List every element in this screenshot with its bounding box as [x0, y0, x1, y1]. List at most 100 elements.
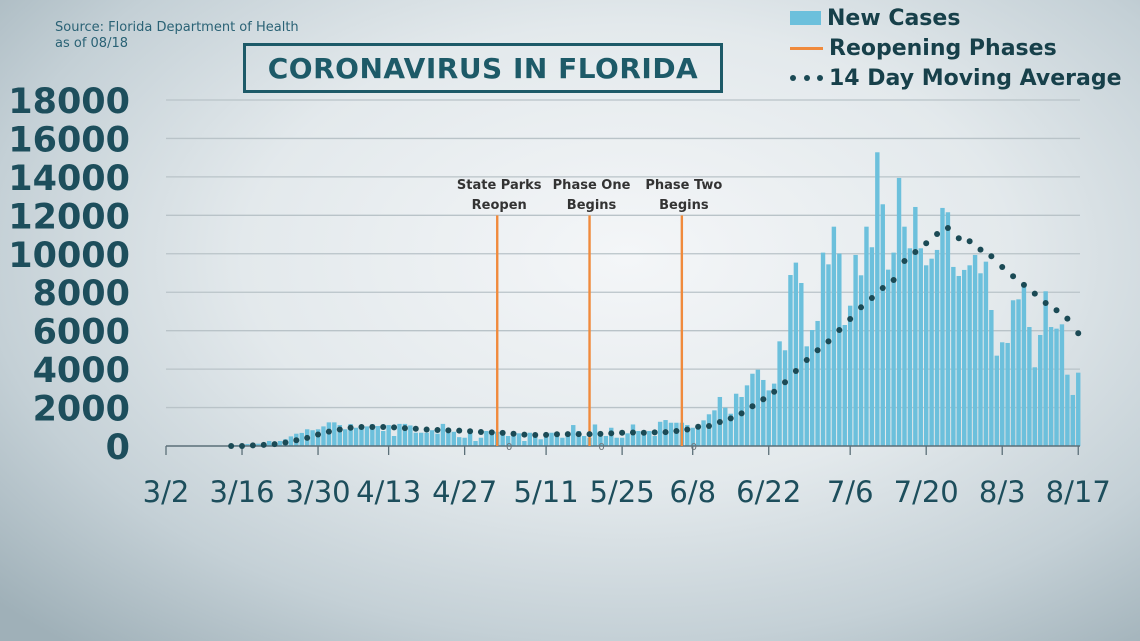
bar-new-cases — [419, 432, 424, 446]
bar-new-cases — [516, 433, 522, 446]
bar-new-cases — [853, 254, 858, 446]
moving-average-dot — [868, 294, 875, 301]
bar-new-cases — [847, 305, 853, 446]
bar-new-cases — [674, 422, 679, 446]
moving-average-dot — [782, 379, 789, 386]
bar-new-cases — [609, 427, 614, 446]
bar-new-cases — [820, 252, 826, 446]
bar-new-cases — [457, 437, 462, 446]
bar-new-cases — [538, 439, 543, 446]
x-tick-label: 7/6 — [827, 475, 874, 509]
moving-average-dot — [260, 441, 267, 448]
x-tick-label: 3/2 — [143, 475, 190, 509]
source-note: Source: Florida Department of Health as … — [55, 20, 299, 52]
phase-label: Reopen — [472, 198, 527, 213]
bar-new-cases — [549, 432, 554, 446]
bar-new-cases — [1021, 283, 1027, 446]
phase-label: State Parks — [457, 178, 542, 193]
moving-average-dot — [923, 240, 930, 247]
y-tick-label: 10000 — [8, 236, 130, 276]
legend-item-moving-average: 14 Day Moving Average — [790, 63, 1122, 93]
bar-new-cases — [543, 436, 549, 446]
bar-new-cases — [956, 275, 961, 446]
bar-new-cases — [940, 207, 945, 446]
moving-average-dot — [228, 443, 235, 449]
bar-new-cases — [739, 396, 744, 446]
bar-new-cases — [446, 432, 451, 446]
moving-average-dot — [347, 424, 354, 431]
zero-marker: 0 — [598, 442, 604, 453]
zero-marker: 0 — [691, 442, 697, 453]
bar-new-cases — [1027, 327, 1032, 446]
bar-new-cases — [245, 444, 250, 446]
moving-average-dot — [879, 284, 886, 291]
bar-new-cases — [1010, 300, 1016, 446]
moving-average-dot — [336, 426, 343, 433]
bar-new-cases — [652, 436, 657, 446]
bar-new-cases — [771, 383, 777, 446]
bar-new-cases — [989, 310, 994, 446]
bar-new-cases — [978, 273, 983, 446]
moving-average-dot — [391, 424, 398, 431]
moving-average-dot — [662, 429, 669, 436]
moving-average-dot — [315, 431, 322, 438]
chart-title-box: CORONAVIRUS IN FLORIDA — [243, 43, 723, 93]
bar-new-cases — [858, 275, 864, 446]
x-tick-label: 7/20 — [894, 475, 959, 509]
bar-new-cases — [755, 369, 761, 446]
moving-average-dot — [999, 263, 1006, 270]
moving-average-dot — [401, 425, 408, 432]
bar-new-cases — [831, 226, 837, 446]
moving-average-dot — [716, 418, 723, 425]
bar-new-cases — [842, 324, 847, 446]
bar-new-cases — [359, 426, 364, 446]
moving-average-dot — [271, 441, 278, 448]
bar-new-cases — [342, 429, 348, 446]
moving-average-dot — [836, 326, 843, 333]
bar-new-cases — [592, 424, 598, 446]
bar-new-cases — [489, 433, 494, 446]
bar-new-cases — [744, 385, 750, 446]
bar-new-cases — [837, 253, 842, 446]
legend: New Cases Reopening Phases 14 Day Moving… — [790, 3, 1122, 93]
bar-new-cases — [435, 433, 440, 446]
moving-average-dot — [651, 429, 658, 436]
bar-new-cases — [598, 433, 603, 446]
as-of-date: as of 08/18 — [55, 36, 128, 51]
bar-new-cases — [603, 436, 609, 446]
phase-label: Begins — [567, 198, 617, 213]
moving-average-dot — [586, 431, 593, 438]
bar-new-cases — [560, 437, 565, 446]
source-line: Source: Florida Department of Health — [55, 20, 299, 35]
moving-average-dot — [325, 428, 332, 435]
chart-title: CORONAVIRUS IN FLORIDA — [267, 51, 699, 85]
bar-new-cases — [690, 427, 695, 446]
bar-new-cases — [511, 436, 516, 446]
bar-new-cases — [924, 265, 929, 446]
bar-new-cases — [484, 431, 489, 446]
bar-new-cases — [381, 431, 386, 446]
phase-label: Begins — [659, 198, 709, 213]
bar-new-cases — [951, 266, 956, 446]
moving-average-dot — [944, 225, 951, 232]
moving-average-dot — [1064, 315, 1071, 322]
y-tick-label: 8000 — [33, 274, 130, 314]
bar-new-cases — [1038, 334, 1043, 446]
bar-new-cases — [695, 426, 701, 446]
bar-new-cases — [348, 424, 353, 446]
bar-new-cases — [641, 431, 647, 446]
moving-average-dot — [749, 403, 756, 410]
bar-new-cases — [500, 433, 505, 446]
bar-new-cases — [299, 432, 304, 446]
moving-average-dot — [608, 430, 615, 437]
moving-average-dot — [564, 431, 571, 438]
bar-new-cases — [1076, 372, 1081, 446]
bar-new-cases — [994, 355, 999, 446]
phase-label: Phase Two — [645, 178, 722, 193]
bar-new-cases — [522, 441, 527, 446]
y-tick-label: 16000 — [8, 120, 130, 160]
bar-new-cases — [1000, 342, 1005, 446]
moving-average-dot — [358, 423, 365, 430]
moving-average-dot — [423, 426, 430, 433]
y-tick-label: 2000 — [33, 390, 130, 430]
